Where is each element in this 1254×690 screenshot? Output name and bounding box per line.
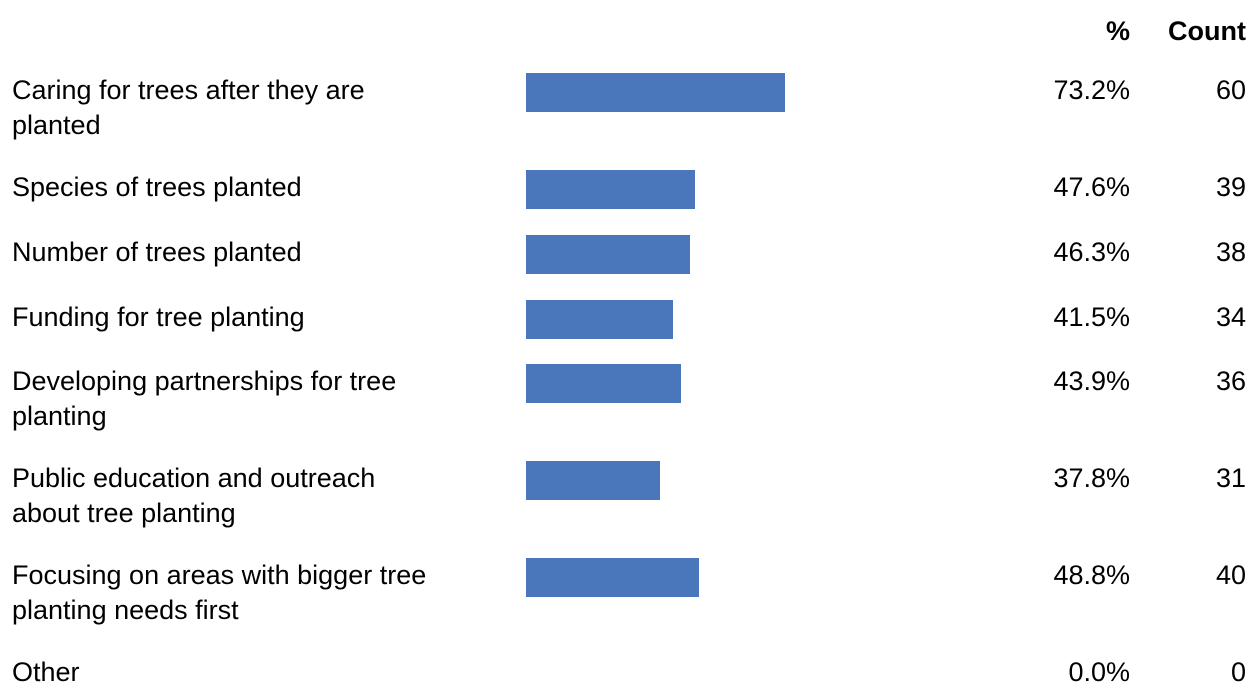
category-label: Number of trees planted xyxy=(12,235,512,270)
percent-value: 47.6% xyxy=(1053,172,1130,202)
category-label-line: Focusing on areas with bigger tree xyxy=(12,560,427,590)
percent-value: 48.8% xyxy=(1053,560,1130,590)
category-label: Developing partnerships for tree planting xyxy=(12,364,512,434)
category-label-line: Funding for tree planting xyxy=(12,302,305,332)
category-label: Other xyxy=(12,655,512,690)
category-label-line: Number of trees planted xyxy=(12,237,302,267)
percent-value: 0.0% xyxy=(1068,657,1130,687)
count-value: 39 xyxy=(1215,172,1246,202)
bar xyxy=(526,73,786,112)
percent-value: 41.5% xyxy=(1053,302,1130,332)
percent-value: 37.8% xyxy=(1053,463,1130,493)
percent-value: 73.2% xyxy=(1053,75,1130,105)
bar xyxy=(526,364,682,403)
category-label: Species of trees planted xyxy=(12,170,512,205)
category-label-line: Developing partnerships for tree xyxy=(12,366,397,396)
category-label-line: planting xyxy=(12,401,107,431)
count-value: 31 xyxy=(1215,463,1246,493)
category-label: Public education and outreach about tree … xyxy=(12,461,512,531)
count-value: 38 xyxy=(1215,237,1246,267)
category-label-line: planting needs first xyxy=(12,595,239,625)
count-value: 40 xyxy=(1215,560,1246,590)
category-label-line: Public education and outreach xyxy=(12,463,376,493)
category-label: Funding for tree planting xyxy=(12,300,512,335)
category-label: Caring for trees after they are planted xyxy=(12,73,512,143)
category-label-line: about tree planting xyxy=(12,498,236,528)
category-label-line: planted xyxy=(12,110,101,140)
column-header-percent: % xyxy=(1105,16,1130,46)
category-label-line: Caring for trees after they are xyxy=(12,75,365,105)
bar xyxy=(526,558,699,597)
bar xyxy=(526,461,660,500)
category-label-line: Species of trees planted xyxy=(12,172,302,202)
column-header-count: Count xyxy=(1168,16,1246,46)
count-value: 0 xyxy=(1230,657,1246,687)
category-label: Focusing on areas with bigger tree planti… xyxy=(12,558,512,628)
percent-value: 43.9% xyxy=(1053,366,1130,396)
bar xyxy=(526,170,695,209)
count-value: 36 xyxy=(1215,366,1246,396)
category-label-line: Other xyxy=(12,657,80,687)
count-value: 60 xyxy=(1215,75,1246,105)
bar xyxy=(526,235,690,274)
percent-value: 46.3% xyxy=(1053,237,1130,267)
count-value: 34 xyxy=(1215,302,1246,332)
bar xyxy=(526,300,673,339)
